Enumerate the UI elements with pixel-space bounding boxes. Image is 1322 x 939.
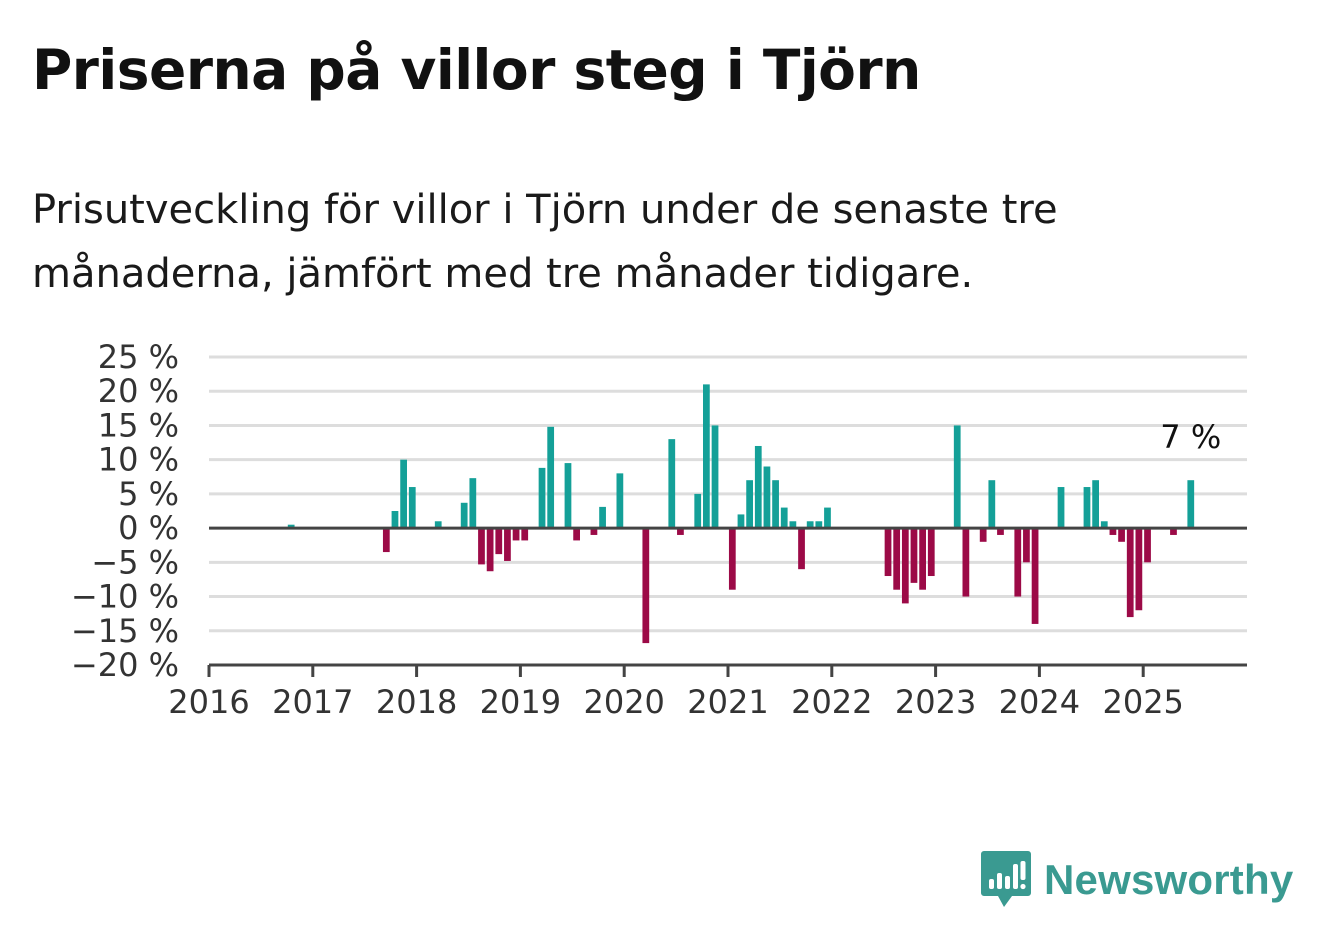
- tick-labels: 25 %20 %15 %10 %5 %0 %−5 %−10 %−15 %−20 …: [71, 338, 1221, 721]
- bar: [521, 528, 529, 541]
- bar: [504, 528, 511, 561]
- bar: [901, 528, 909, 604]
- bar: [434, 521, 442, 529]
- y-tick-label: 0 %: [118, 509, 179, 547]
- x-tick-label: 2024: [999, 683, 1080, 721]
- bar: [953, 425, 961, 529]
- brand[interactable]: Newsworthy: [980, 848, 1293, 912]
- y-tick-label: 5 %: [118, 475, 179, 513]
- bar: [1083, 487, 1091, 529]
- y-tick-label: −5 %: [91, 543, 179, 581]
- bar: [478, 528, 485, 565]
- bar: [789, 521, 797, 529]
- last-value-label: 7 %: [1160, 418, 1221, 456]
- axes: [207, 526, 1247, 677]
- bar: [1100, 521, 1108, 529]
- bar: [287, 524, 295, 529]
- bar: [737, 514, 745, 529]
- bar: [927, 528, 935, 577]
- bar: [486, 528, 494, 572]
- x-tick-label: 2025: [1102, 683, 1183, 721]
- bar-chart: 25 %20 %15 %10 %5 %0 %−5 %−10 %−15 %−20 …: [71, 338, 1247, 721]
- bar: [1109, 528, 1117, 535]
- bar: [962, 528, 970, 597]
- chart-title: Priserna på villor steg i Tjörn: [32, 38, 921, 102]
- bar: [711, 425, 719, 529]
- bar: [564, 463, 572, 529]
- bar: [703, 384, 710, 529]
- bar: [573, 528, 580, 541]
- bar: [668, 439, 676, 529]
- bar: [772, 480, 779, 529]
- bar: [919, 528, 926, 590]
- x-tick-label: 2016: [168, 683, 249, 721]
- y-tick-label: 20 %: [98, 372, 179, 410]
- bar: [495, 528, 503, 555]
- bar: [815, 521, 823, 529]
- bar: [599, 506, 606, 529]
- bar: [538, 467, 546, 529]
- y-tick-label: −15 %: [71, 612, 179, 650]
- bar: [642, 528, 650, 644]
- x-tick-label: 2018: [376, 683, 457, 721]
- bar: [1126, 528, 1134, 618]
- bar: [988, 480, 996, 529]
- x-tick-label: 2020: [583, 683, 664, 721]
- bar: [590, 528, 598, 535]
- bar: [806, 521, 814, 529]
- y-tick-label: 10 %: [98, 441, 179, 479]
- bar: [728, 528, 736, 590]
- bar: [824, 507, 831, 529]
- bar: [754, 445, 762, 529]
- bar: [694, 493, 702, 529]
- bar: [460, 502, 468, 529]
- bar: [616, 473, 624, 529]
- chart-subtitle: Prisutveckling för villor i Tjörn under …: [32, 187, 1058, 297]
- gridlines: [209, 355, 1247, 633]
- bar: [1135, 528, 1143, 611]
- bar: [798, 528, 805, 570]
- bar: [780, 507, 788, 529]
- brand-name: Newsworthy: [1044, 856, 1294, 903]
- newsworthy-logo-icon: [981, 851, 1031, 907]
- y-tick-label: 15 %: [98, 406, 179, 444]
- bar: [1170, 528, 1177, 535]
- bar: [1187, 480, 1195, 529]
- bar: [997, 528, 1004, 535]
- bar: [1144, 528, 1151, 563]
- bar: [763, 466, 771, 529]
- bar: [400, 459, 407, 529]
- bars: [287, 384, 1195, 644]
- y-tick-label: 25 %: [98, 338, 179, 376]
- bar: [391, 511, 399, 529]
- x-tick-label: 2023: [895, 683, 976, 721]
- y-tick-label: −10 %: [71, 578, 179, 616]
- x-tick-label: 2022: [791, 683, 872, 721]
- bar: [382, 528, 390, 553]
- x-tick-label: 2019: [480, 683, 561, 721]
- bar: [547, 426, 555, 529]
- bar: [884, 528, 892, 577]
- bar: [469, 478, 477, 529]
- bar: [1023, 528, 1030, 563]
- bar: [893, 528, 901, 590]
- bar: [677, 528, 684, 535]
- bar: [746, 480, 753, 529]
- x-tick-label: 2017: [272, 683, 353, 721]
- bar: [910, 528, 918, 583]
- bar: [1118, 528, 1125, 542]
- bar: [1092, 480, 1099, 529]
- x-tick-label: 2021: [687, 683, 768, 721]
- bar: [408, 487, 416, 529]
- bar: [1014, 528, 1022, 597]
- bar: [1031, 528, 1039, 624]
- bar: [1057, 487, 1065, 529]
- bar: [512, 528, 520, 541]
- y-tick-label: −20 %: [71, 646, 179, 684]
- bar: [979, 528, 987, 542]
